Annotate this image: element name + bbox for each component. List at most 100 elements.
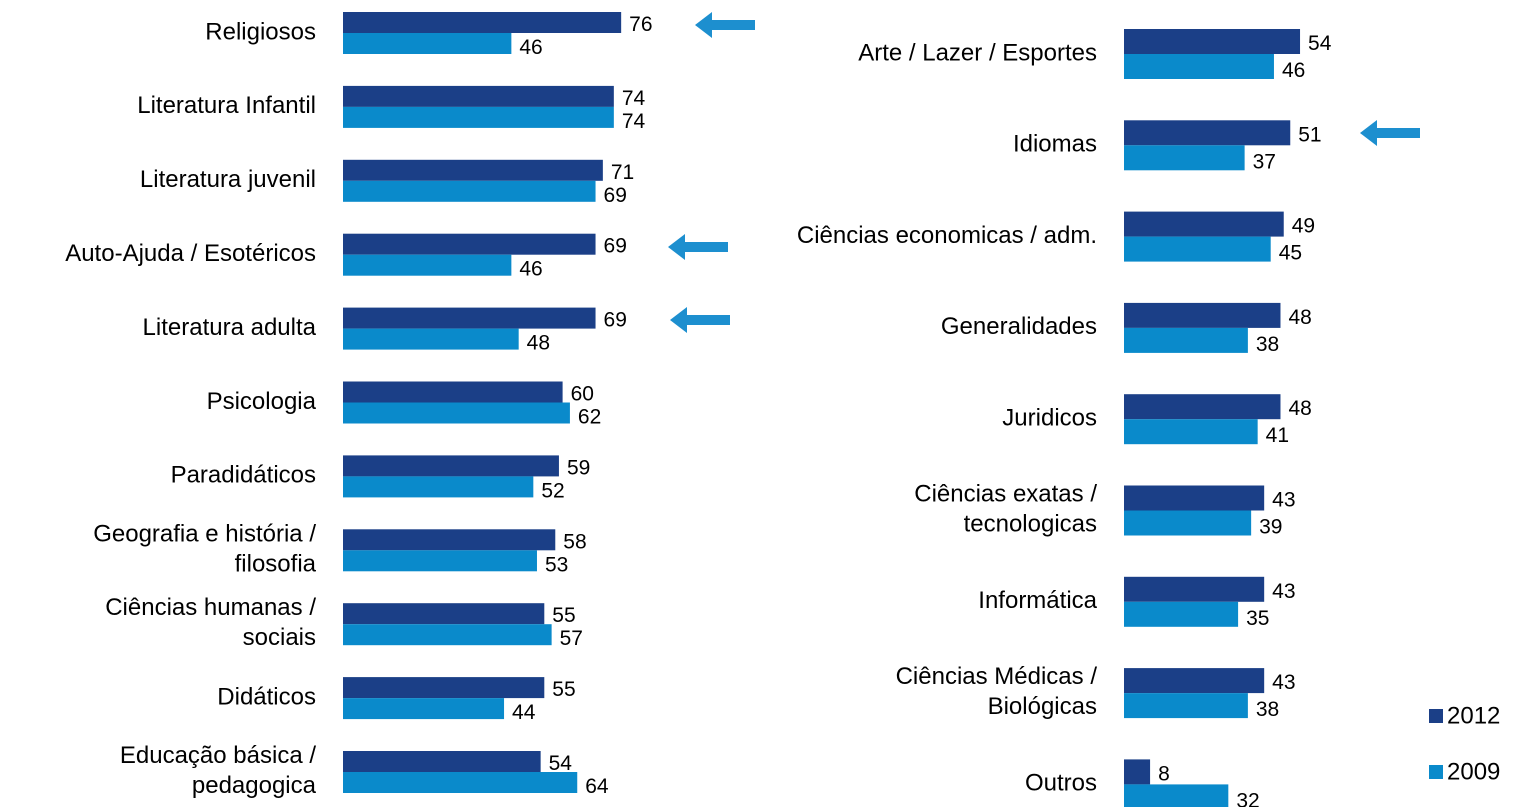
- category-label: Geografia e história / filosofia: [93, 521, 316, 578]
- data-label: 69: [604, 184, 627, 207]
- bar: [343, 254, 512, 276]
- data-label: 48: [1288, 306, 1311, 329]
- data-label: 43: [1272, 489, 1295, 512]
- bar: [343, 159, 603, 181]
- bar: [1124, 784, 1229, 807]
- data-label: 38: [1256, 698, 1279, 721]
- bar: [1124, 211, 1284, 237]
- category-label: Religiosos: [205, 18, 316, 45]
- bar: [1124, 510, 1252, 536]
- data-label: 55: [552, 604, 575, 627]
- data-label: 54: [1308, 32, 1332, 55]
- bar: [343, 603, 545, 625]
- bar: [343, 455, 559, 477]
- data-label: 48: [527, 332, 550, 355]
- category-label: Auto-Ajuda / Esotéricos: [65, 240, 316, 267]
- data-label: 74: [622, 110, 646, 133]
- category-label: Outros: [1025, 770, 1097, 797]
- data-label: 51: [1298, 123, 1321, 146]
- data-label: 35: [1246, 607, 1269, 630]
- data-label: 55: [552, 678, 575, 701]
- data-label: 46: [519, 258, 542, 281]
- bar: [343, 180, 596, 202]
- arrow: [1360, 120, 1420, 146]
- arrow: [695, 12, 755, 38]
- bar: [343, 85, 614, 107]
- bar: [343, 328, 519, 350]
- category-label: Ciências exatas / tecnologicas: [914, 481, 1097, 538]
- data-label: 41: [1266, 424, 1289, 447]
- data-label: 58: [563, 530, 586, 553]
- bar: [343, 529, 556, 551]
- data-label: 8: [1158, 762, 1170, 785]
- legend-swatch: [1429, 709, 1443, 723]
- category-label: Didáticos: [217, 683, 316, 710]
- legend-label: 2012: [1447, 702, 1500, 729]
- arrow-annotations: [668, 12, 1420, 333]
- data-label: 43: [1272, 580, 1295, 603]
- data-label: 76: [629, 13, 652, 36]
- data-label: 38: [1256, 333, 1279, 356]
- data-label: 57: [560, 627, 583, 650]
- bar: [1124, 29, 1301, 54]
- bar: [1124, 576, 1265, 602]
- data-label: 69: [604, 235, 627, 258]
- data-label: 39: [1259, 516, 1282, 539]
- bar: [1124, 485, 1265, 511]
- bar: [1124, 236, 1271, 262]
- data-label: 69: [604, 309, 627, 332]
- category-label: Educação básica / pedagogica: [120, 742, 317, 799]
- category-label: Juridicos: [1002, 405, 1097, 432]
- legend-swatch: [1429, 765, 1443, 779]
- bar: [343, 772, 578, 793]
- bar: [343, 624, 552, 646]
- bar: [1124, 302, 1281, 328]
- data-label: 46: [1282, 59, 1305, 82]
- data-label: 60: [571, 383, 594, 406]
- bar: [343, 550, 537, 572]
- data-label: 44: [512, 701, 536, 724]
- category-label: Idiomas: [1013, 131, 1097, 158]
- data-label: 43: [1272, 671, 1295, 694]
- category-label: Informática: [978, 587, 1097, 614]
- data-label: 48: [1288, 397, 1311, 420]
- data-label: 59: [567, 456, 590, 479]
- data-label: 45: [1279, 242, 1302, 265]
- data-label: 74: [622, 87, 646, 110]
- bar: [1124, 759, 1151, 785]
- data-label: 64: [585, 775, 609, 798]
- arrow: [668, 234, 728, 260]
- category-label: Ciências Médicas / Biológicas: [896, 663, 1098, 720]
- data-label: 62: [578, 406, 601, 429]
- bar: [1124, 145, 1245, 171]
- data-label: 53: [545, 553, 568, 576]
- bar: [343, 233, 596, 255]
- category-label: Literatura adulta: [143, 314, 317, 341]
- bar: [343, 307, 596, 329]
- bar: [1124, 327, 1248, 353]
- arrow: [670, 307, 730, 333]
- bar: [343, 106, 614, 128]
- category-label: Ciências economicas / adm.: [797, 222, 1097, 249]
- bar: [1124, 601, 1239, 627]
- bar: [343, 381, 563, 403]
- data-label: 52: [541, 479, 564, 502]
- data-label: 46: [519, 36, 542, 59]
- category-label: Psicologia: [207, 388, 317, 415]
- bar: [343, 476, 534, 498]
- data-label: 71: [611, 161, 634, 184]
- bar: [343, 677, 545, 699]
- data-label: 49: [1292, 215, 1315, 238]
- bar: [343, 12, 622, 33]
- data-label: 54: [549, 752, 573, 775]
- bar: [1124, 120, 1291, 146]
- category-label: Ciências humanas / sociais: [105, 595, 316, 652]
- bar: [1124, 693, 1248, 719]
- bar: [343, 751, 541, 772]
- bar: [1124, 54, 1274, 79]
- bar: [343, 33, 512, 54]
- category-label: Paradidáticos: [171, 462, 316, 489]
- legend-label: 2009: [1447, 758, 1500, 785]
- category-label: Generalidades: [941, 313, 1097, 340]
